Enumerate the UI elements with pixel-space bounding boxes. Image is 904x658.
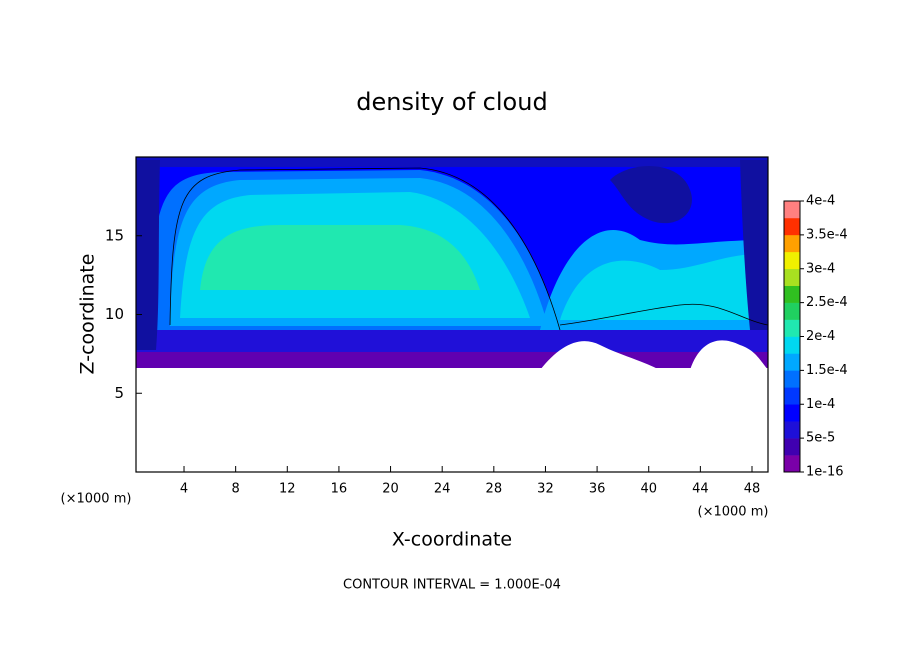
x-tick-label: 36 bbox=[589, 482, 606, 497]
colorbar-band bbox=[784, 251, 800, 270]
colorbar-band bbox=[784, 404, 800, 422]
y-tick-label: 10 bbox=[105, 305, 124, 323]
x-tick-label: 40 bbox=[640, 482, 657, 497]
x-tick-label: 4 bbox=[180, 482, 188, 497]
colorbar-tick-label: 1e-4 bbox=[806, 397, 835, 412]
x-tick-label: 20 bbox=[382, 482, 399, 497]
contour-field bbox=[136, 157, 768, 472]
colorbar-band bbox=[784, 285, 800, 303]
x-tick-label: 28 bbox=[486, 482, 503, 497]
x-tick-label: 8 bbox=[232, 482, 240, 497]
colorbar-band bbox=[784, 268, 800, 286]
colorbar-band bbox=[784, 319, 800, 337]
colorbar-band bbox=[784, 217, 800, 236]
y-tick-label: 5 bbox=[114, 384, 124, 402]
colorbar-tick-label: 4e-4 bbox=[806, 194, 835, 209]
colorbar-tick-label: 3.5e-4 bbox=[806, 227, 848, 242]
colorbar-band bbox=[784, 387, 800, 405]
colorbar-tick-label: 1e-16 bbox=[806, 465, 844, 480]
colorbar-tick-label: 3e-4 bbox=[806, 261, 835, 276]
x-axis-label: X-coordinate bbox=[392, 529, 512, 551]
colorbar-band bbox=[784, 421, 800, 439]
colorbar-band bbox=[784, 370, 800, 388]
x-tick-label: 48 bbox=[744, 482, 761, 497]
colorbar-band bbox=[784, 353, 800, 371]
colorbar-band bbox=[784, 438, 800, 456]
colorbar-band bbox=[784, 336, 800, 354]
x-tick-label: 24 bbox=[434, 482, 451, 497]
colorbar-band bbox=[784, 302, 800, 320]
colorbar-band bbox=[784, 234, 800, 253]
colorbar-tick-label: 2.5e-4 bbox=[806, 295, 848, 310]
colorbar-tick-label: 5e-5 bbox=[806, 431, 835, 446]
chart-title: density of cloud bbox=[356, 88, 547, 116]
colorbar-tick-label: 2e-4 bbox=[806, 329, 835, 344]
x-tick-label: 12 bbox=[279, 482, 296, 497]
y-unit-label: (×1000 m) bbox=[61, 492, 132, 507]
colorbar-tick-label: 1.5e-4 bbox=[806, 363, 848, 378]
x-tick-label: 44 bbox=[692, 482, 709, 497]
x-unit-label: (×1000 m) bbox=[698, 505, 769, 520]
colorbar-band bbox=[784, 201, 800, 219]
x-tick-label: 32 bbox=[537, 482, 554, 497]
y-axis-label: Z-coordinate bbox=[77, 254, 99, 375]
footnote: CONTOUR INTERVAL = 1.000E-04 bbox=[343, 578, 561, 593]
colorbar-band bbox=[784, 455, 800, 473]
x-tick-label: 16 bbox=[331, 482, 348, 497]
y-tick-label: 15 bbox=[105, 226, 124, 244]
